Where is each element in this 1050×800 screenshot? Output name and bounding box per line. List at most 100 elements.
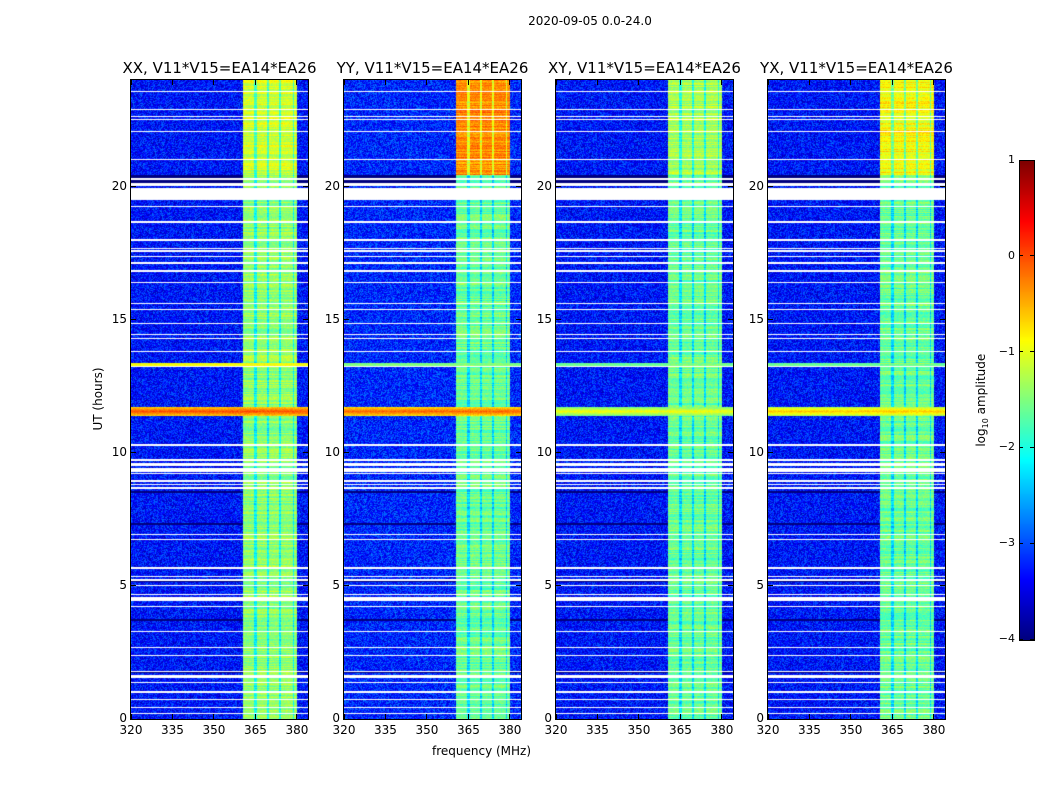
x-tick-label: 335 <box>161 723 184 737</box>
colorbar <box>1019 160 1035 641</box>
x-tick-mark <box>679 80 681 85</box>
y-tick-mark <box>516 319 521 321</box>
x-tick-mark <box>808 714 810 719</box>
y-tick-mark <box>344 186 349 187</box>
colorbar-tick-label: −1 <box>998 344 1015 358</box>
y-tick-mark <box>516 718 521 720</box>
x-tick-mark <box>467 80 469 85</box>
y-tick-mark <box>303 452 308 454</box>
y-tick-mark <box>344 319 349 321</box>
panel-axes <box>343 79 522 720</box>
y-tick-mark <box>728 452 733 454</box>
y-tick-mark <box>940 319 945 321</box>
panel-axes <box>555 79 734 720</box>
x-tick-label: 320 <box>119 723 143 737</box>
colorbar-tick-mark <box>1030 351 1034 353</box>
y-tick-label: 0 <box>119 711 127 725</box>
x-tick-label: 335 <box>374 723 397 737</box>
x-tick-mark <box>296 714 298 719</box>
x-tick-mark <box>213 80 215 85</box>
x-tick-mark <box>850 714 852 719</box>
y-tick-label: 5 <box>119 577 127 592</box>
x-tick-mark <box>596 80 598 85</box>
colorbar-label-sub: 10 <box>981 418 991 429</box>
x-tick-mark <box>467 714 469 719</box>
y-tick-mark <box>516 186 521 187</box>
y-tick-mark <box>131 718 136 720</box>
colorbar-tick-mark <box>1019 255 1023 257</box>
y-tick-label: 0 <box>332 711 340 725</box>
y-tick-label: 10 <box>324 444 340 459</box>
y-tick-mark <box>131 319 136 321</box>
y-tick-mark <box>768 452 773 454</box>
x-tick-label: 380 <box>285 723 309 737</box>
colorbar-tick-mark <box>1019 446 1023 448</box>
y-tick-mark <box>940 186 945 187</box>
colorbar-tick-mark <box>1030 638 1034 640</box>
x-tick-mark <box>213 714 215 719</box>
x-tick-label: 350 <box>415 723 439 737</box>
y-tick-mark <box>344 585 349 587</box>
x-tick-label: 380 <box>710 723 734 737</box>
y-tick-mark <box>516 585 521 587</box>
x-tick-mark <box>891 714 893 719</box>
x-tick-label: 320 <box>332 723 356 737</box>
x-tick-mark <box>933 714 935 719</box>
colorbar-gradient <box>1020 161 1034 640</box>
x-tick-mark <box>596 714 598 719</box>
panel-title: YY, V11*V15=EA14*EA26 <box>336 59 529 77</box>
x-tick-mark <box>638 714 640 719</box>
x-tick-label: 320 <box>756 723 780 737</box>
colorbar-tick-label: −3 <box>998 536 1015 550</box>
x-tick-label: 380 <box>922 723 946 737</box>
panel-title: XY, V11*V15=EA14*EA26 <box>548 59 741 77</box>
x-tick-mark <box>933 80 935 85</box>
y-tick-mark <box>556 186 561 187</box>
y-tick-mark <box>728 585 733 587</box>
x-tick-label: 350 <box>839 723 863 737</box>
colorbar-tick-mark <box>1030 159 1034 161</box>
y-tick-mark <box>940 718 945 720</box>
y-tick-label: 5 <box>756 577 764 592</box>
y-tick-mark <box>344 452 349 454</box>
colorbar-tick-mark <box>1019 638 1023 640</box>
y-tick-mark <box>131 452 136 454</box>
y-tick-mark <box>728 718 733 720</box>
x-tick-mark <box>721 80 723 85</box>
x-tick-label: 380 <box>498 723 522 737</box>
x-tick-label: 365 <box>457 723 480 737</box>
panel-title: YX, V11*V15=EA14*EA26 <box>760 59 953 77</box>
y-tick-mark <box>940 585 945 587</box>
colorbar-tick-mark <box>1030 446 1034 448</box>
x-tick-mark <box>638 80 640 85</box>
panel-axes <box>130 79 309 720</box>
x-tick-mark <box>426 80 428 85</box>
y-tick-mark <box>556 718 561 720</box>
x-tick-label: 365 <box>244 723 267 737</box>
x-tick-mark <box>679 714 681 719</box>
x-tick-mark <box>343 714 345 719</box>
x-tick-mark <box>254 714 256 719</box>
x-tick-mark <box>891 80 893 85</box>
colorbar-tick-mark <box>1030 255 1034 257</box>
colorbar-tick-label: 1 <box>1008 153 1015 166</box>
colorbar-tick-mark <box>1019 542 1023 544</box>
x-tick-mark <box>555 80 557 85</box>
y-tick-mark <box>556 585 561 587</box>
y-tick-mark <box>768 186 773 187</box>
panel-title: XX, V11*V15=EA14*EA26 <box>122 59 317 77</box>
y-tick-mark <box>303 319 308 321</box>
y-tick-mark <box>940 452 945 454</box>
x-tick-mark <box>808 80 810 85</box>
x-tick-mark <box>721 714 723 719</box>
y-tick-label: 20 <box>536 178 552 193</box>
y-tick-mark <box>516 452 521 454</box>
x-tick-mark <box>296 80 298 85</box>
x-tick-mark <box>767 80 769 85</box>
y-tick-mark <box>728 319 733 321</box>
x-tick-mark <box>555 714 557 719</box>
y-tick-mark <box>728 186 733 187</box>
y-tick-label: 5 <box>544 577 552 592</box>
x-tick-mark <box>130 80 132 85</box>
